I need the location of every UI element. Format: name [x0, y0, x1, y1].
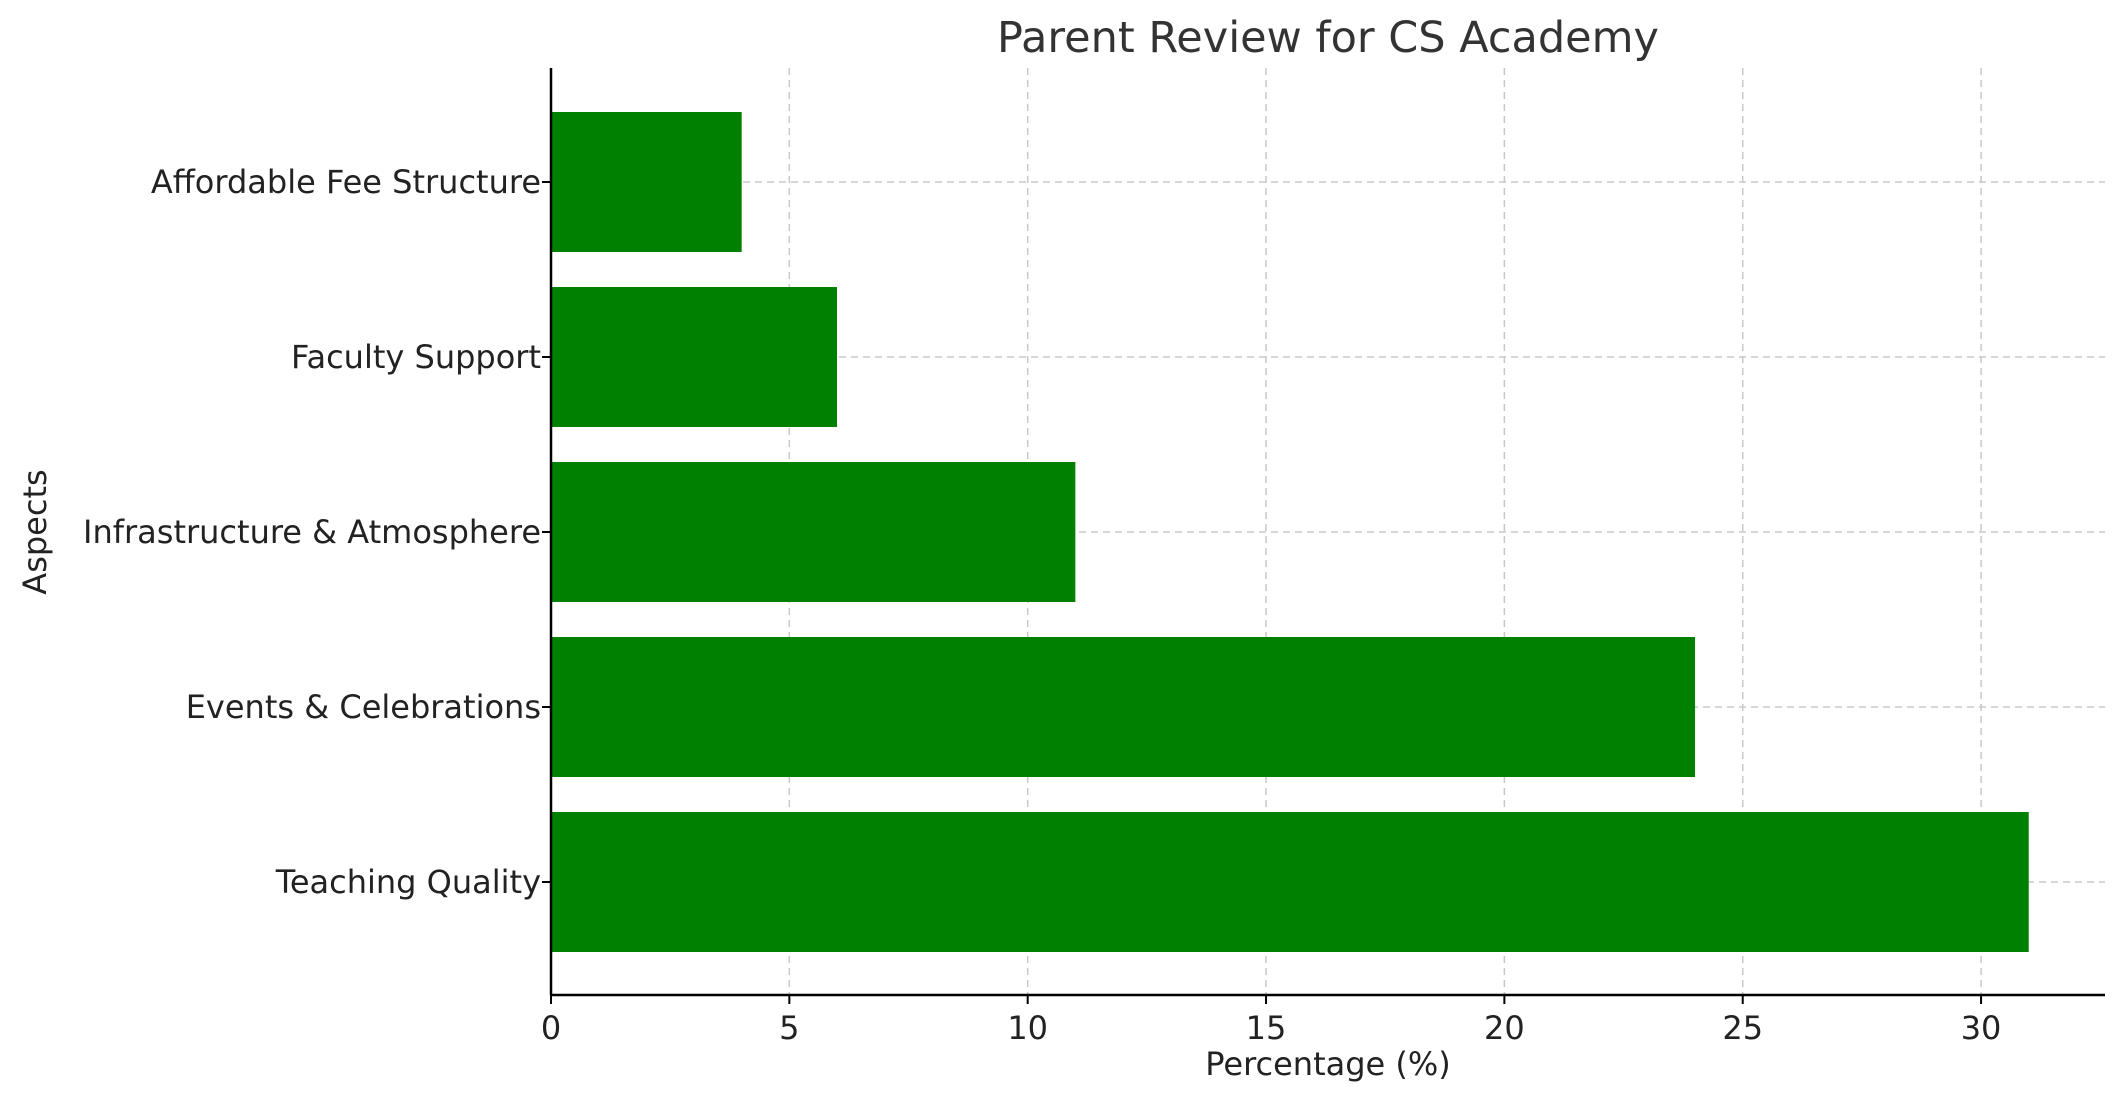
- x-tick-label: 5: [779, 1009, 799, 1047]
- x-tick-label: 0: [541, 1009, 561, 1047]
- y-tick-label: Infrastructure & Atmosphere: [83, 513, 541, 551]
- chart-title: Parent Review for CS Academy: [997, 13, 1659, 63]
- x-tick-label: 15: [1246, 1009, 1287, 1047]
- bar: [551, 462, 1075, 602]
- y-tick-label: Teaching Quality: [275, 863, 541, 901]
- x-axis-label: Percentage (%): [1205, 1045, 1451, 1083]
- x-tick-label: 20: [1484, 1009, 1525, 1047]
- bar: [551, 637, 1695, 777]
- x-tick-label: 30: [1961, 1009, 2002, 1047]
- y-tick-label: Affordable Fee Structure: [151, 163, 541, 201]
- x-tick-label: 10: [1007, 1009, 1048, 1047]
- y-tick-label: Events & Celebrations: [186, 688, 541, 726]
- y-axis-label: Aspects: [16, 469, 54, 594]
- bar: [551, 287, 837, 427]
- bar: [551, 112, 742, 252]
- x-tick-label: 25: [1722, 1009, 1763, 1047]
- bar: [551, 812, 2029, 952]
- y-tick-label: Faculty Support: [291, 338, 541, 376]
